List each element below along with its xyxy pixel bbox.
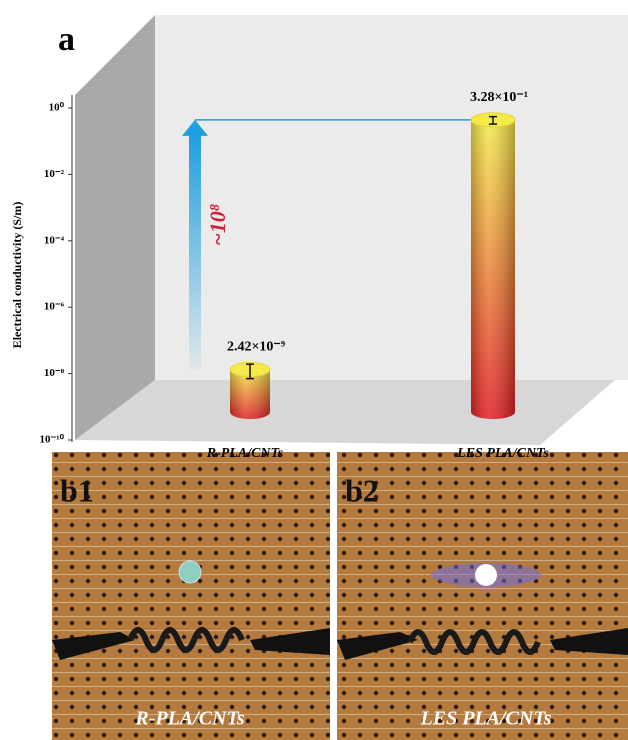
clip	[250, 628, 330, 655]
y-tick-label: 10⁻⁶	[44, 301, 65, 313]
panel-label: b1	[60, 472, 94, 508]
board	[52, 452, 330, 740]
bar-group	[470, 112, 516, 419]
floor	[75, 380, 615, 445]
back-wall	[155, 15, 628, 380]
photo-b1	[52, 452, 330, 740]
x-tick-label: LES PLA/CNTs	[456, 446, 549, 461]
clip	[550, 628, 628, 655]
panel-label: b2	[345, 472, 379, 508]
panel-label: a	[58, 21, 75, 58]
data-label: 3.28×10⁻¹	[470, 90, 528, 105]
y-axis-label: Electrical conductivity (S/m)	[10, 202, 24, 349]
clip	[337, 632, 418, 660]
sample	[127, 627, 245, 653]
annotation: ~10⁸	[205, 204, 230, 246]
bar-shade	[230, 369, 270, 419]
board	[337, 452, 628, 740]
photo-b2	[337, 452, 628, 740]
data-label: 2.42×10⁻⁹	[227, 340, 285, 355]
sample	[407, 629, 541, 655]
arrow-head	[182, 119, 208, 136]
x-tick-label: R-PLA/CNTs	[206, 446, 284, 461]
y-tick-label: 10⁻⁴	[44, 234, 65, 246]
y-tick-label: 10⁻¹⁰	[39, 434, 64, 446]
y-tick-label: 10⁻⁸	[44, 367, 65, 379]
led	[178, 560, 202, 584]
y-tick-label: 10⁻²	[44, 168, 65, 180]
bar-shade	[471, 119, 515, 419]
photo-caption: R-PLA/CNTs	[134, 708, 244, 730]
bar-group	[229, 362, 271, 419]
side-wall	[75, 15, 155, 440]
clip	[52, 632, 135, 660]
y-tick-label: 10⁰	[49, 102, 65, 114]
led	[475, 564, 497, 586]
arrow-shaft	[189, 133, 201, 370]
photo-caption: LES PLA/CNTs	[420, 708, 552, 730]
